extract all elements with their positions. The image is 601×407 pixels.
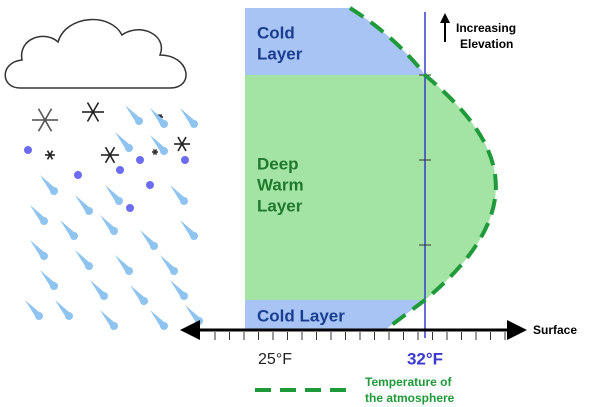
weather — [4, 19, 203, 330]
sleet — [24, 146, 32, 154]
raindrop — [170, 280, 188, 300]
layer-label: Warm — [257, 175, 304, 194]
raindrop — [30, 240, 48, 260]
surface-label: Surface — [533, 323, 577, 337]
raindrop — [140, 230, 158, 250]
raindrop — [100, 310, 118, 330]
flake-arm — [181, 136, 187, 145]
arrow-right — [507, 320, 527, 340]
raindrop — [100, 215, 118, 235]
flake-arm — [37, 108, 46, 121]
flake-arm — [37, 119, 46, 132]
layer-label: Cold Layer — [257, 306, 345, 325]
temperature-curve — [348, 6, 498, 332]
raindrop — [125, 105, 143, 125]
legend-text: Temperature of — [365, 375, 452, 389]
sleet — [146, 181, 154, 189]
flake-arm — [92, 111, 100, 122]
raindrop — [160, 255, 178, 275]
snowflake — [174, 136, 190, 152]
raindrop — [170, 185, 188, 205]
raindrop — [150, 135, 168, 155]
raindrop — [180, 108, 198, 128]
raindrop — [30, 205, 48, 225]
flake-arm — [86, 111, 94, 122]
temperature-label: 25°F — [258, 351, 292, 368]
raindrop — [75, 250, 93, 270]
raindrop — [130, 285, 148, 305]
raindrop — [115, 132, 133, 152]
axis-ticks — [214, 332, 506, 340]
arrow-left — [180, 320, 200, 340]
layer-label: Deep — [257, 154, 299, 173]
elevation-arrowhead — [440, 13, 450, 23]
flake-arm — [181, 143, 187, 152]
raindrop — [40, 175, 58, 195]
raindrop — [90, 280, 108, 300]
raindrop — [55, 300, 73, 320]
bottom-cold-layer — [245, 300, 425, 330]
sleet — [74, 171, 82, 179]
flake-arm — [86, 102, 94, 113]
snowflake — [101, 146, 119, 164]
flake-arm — [154, 149, 158, 153]
layer-label: Cold — [257, 23, 295, 42]
flake-arm — [159, 114, 163, 118]
raindrop — [105, 185, 123, 205]
temperature-label: 32°F — [407, 349, 443, 368]
raindrop — [60, 220, 78, 240]
flake-arm — [177, 136, 183, 145]
flake-arm — [49, 150, 54, 156]
snowflake — [152, 149, 158, 155]
raindrop — [25, 300, 43, 320]
snowflake — [82, 102, 104, 122]
sleet — [181, 156, 189, 164]
raindrop — [150, 108, 168, 128]
legend-text: the atmosphere — [365, 391, 455, 405]
flake-arm — [109, 146, 116, 156]
flake-arm — [104, 154, 111, 164]
flake-arm — [92, 102, 100, 113]
raindrop — [115, 255, 133, 275]
elevation-label: Elevation — [460, 37, 513, 51]
raindrop — [150, 310, 168, 330]
raindrop — [185, 305, 203, 325]
raindrop — [75, 195, 93, 215]
snowflake — [32, 108, 58, 132]
sleet — [126, 204, 134, 212]
cloud — [4, 19, 187, 89]
flake-arm — [44, 119, 53, 132]
flake-arm — [44, 108, 53, 121]
flake-arm — [177, 143, 183, 152]
sleet — [116, 166, 124, 174]
sleet — [136, 156, 144, 164]
layer-label: Layer — [257, 44, 303, 63]
raindrop — [40, 270, 58, 290]
flake-arm — [104, 146, 111, 156]
top-cold-layer — [245, 8, 425, 75]
flake-arm — [109, 154, 116, 164]
snowflake — [45, 150, 55, 160]
elevation-label: Increasing — [456, 21, 516, 35]
warm-layer — [245, 75, 496, 300]
layer-label: Layer — [257, 196, 303, 215]
raindrop — [180, 220, 198, 240]
